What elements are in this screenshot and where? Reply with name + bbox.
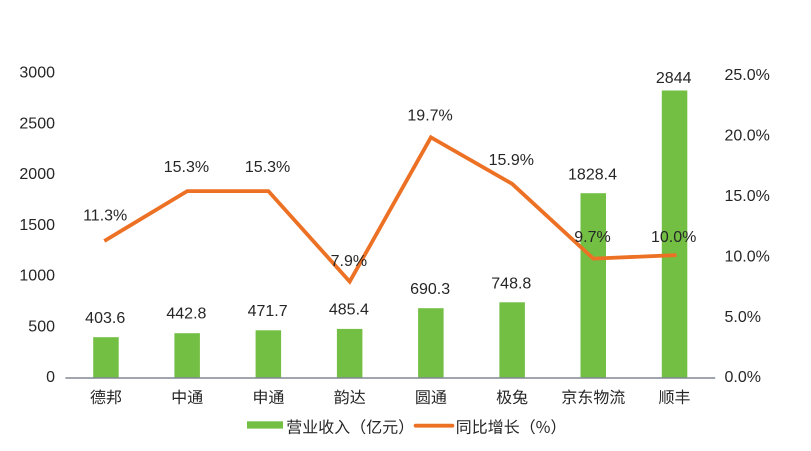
svg-text:15.0%: 15.0% xyxy=(725,188,770,205)
svg-text:485.4: 485.4 xyxy=(329,302,369,319)
svg-text:403.6: 403.6 xyxy=(85,310,125,327)
svg-text:19.7%: 19.7% xyxy=(407,108,452,125)
svg-text:748.8: 748.8 xyxy=(491,275,531,292)
svg-text:1828.4: 1828.4 xyxy=(568,166,617,183)
svg-text:3000: 3000 xyxy=(19,65,55,82)
svg-text:442.8: 442.8 xyxy=(166,306,206,323)
svg-text:10.0%: 10.0% xyxy=(651,229,696,246)
svg-text:0.0%: 0.0% xyxy=(725,369,761,386)
svg-text:15.3%: 15.3% xyxy=(245,159,290,176)
svg-text:5.0%: 5.0% xyxy=(725,309,761,326)
svg-text:2500: 2500 xyxy=(19,115,55,132)
svg-text:7.9%: 7.9% xyxy=(331,253,367,270)
svg-text:690.3: 690.3 xyxy=(410,281,450,298)
svg-text:15.9%: 15.9% xyxy=(489,152,534,169)
svg-text:1000: 1000 xyxy=(19,268,55,285)
svg-text:2000: 2000 xyxy=(19,166,55,183)
svg-text:25.0%: 25.0% xyxy=(725,67,770,84)
svg-text:1500: 1500 xyxy=(19,217,55,234)
svg-text:471.7: 471.7 xyxy=(248,303,288,320)
svg-text:500: 500 xyxy=(28,318,55,335)
svg-text:11.3%: 11.3% xyxy=(83,207,127,224)
svg-text:15.3%: 15.3% xyxy=(164,159,209,176)
svg-text:9.7%: 9.7% xyxy=(574,229,610,246)
svg-text:2844: 2844 xyxy=(656,70,692,87)
svg-text:20.0%: 20.0% xyxy=(725,127,770,144)
svg-text:10.0%: 10.0% xyxy=(725,248,770,265)
svg-text:0: 0 xyxy=(46,369,55,386)
